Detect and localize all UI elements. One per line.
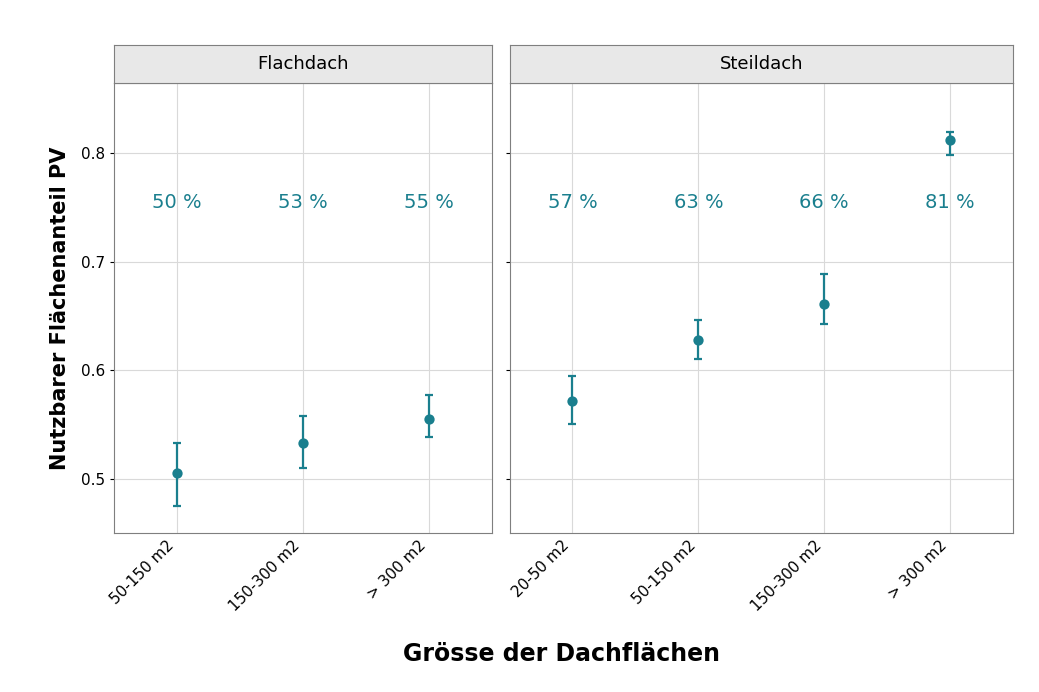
Y-axis label: Nutzbarer Flächenanteil PV: Nutzbarer Flächenanteil PV <box>50 146 70 470</box>
Text: Steildach: Steildach <box>720 55 803 73</box>
Point <box>941 135 958 146</box>
Text: 63 %: 63 % <box>673 193 723 212</box>
Text: 57 %: 57 % <box>548 193 597 212</box>
Text: 66 %: 66 % <box>799 193 849 212</box>
Text: Flachdach: Flachdach <box>258 55 349 73</box>
Text: 55 %: 55 % <box>404 193 454 212</box>
Point <box>690 334 707 345</box>
Point <box>564 395 581 406</box>
Point <box>295 437 312 448</box>
Point <box>421 414 437 425</box>
Point <box>816 299 832 310</box>
Point <box>169 468 186 479</box>
Text: 50 %: 50 % <box>153 193 202 212</box>
Text: 81 %: 81 % <box>926 193 975 212</box>
Text: 53 %: 53 % <box>278 193 328 212</box>
Text: Grösse der Dachflächen: Grösse der Dachflächen <box>402 642 720 666</box>
